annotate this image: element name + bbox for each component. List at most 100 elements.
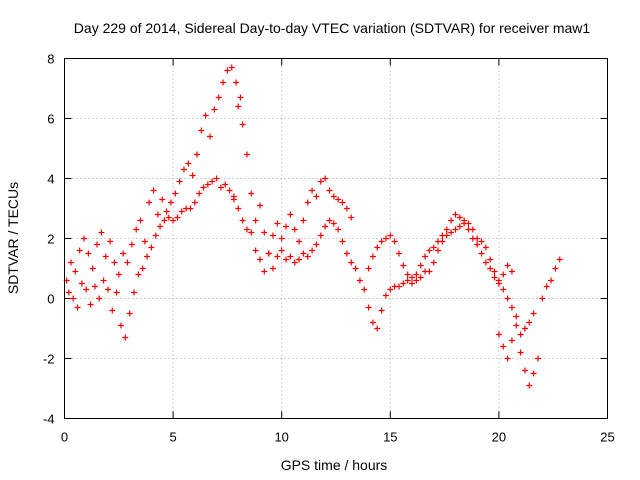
data-point [163, 208, 170, 215]
data-point [128, 241, 135, 248]
data-point [265, 250, 272, 257]
data-point [513, 313, 520, 320]
data-point [448, 217, 455, 224]
data-point [207, 133, 214, 140]
data-point [235, 205, 242, 212]
data-point [478, 238, 485, 245]
data-point [335, 226, 342, 233]
data-point [348, 214, 355, 221]
data-point [261, 229, 268, 236]
y-tick-label: 2 [47, 232, 54, 247]
data-point [180, 166, 187, 173]
data-point [504, 295, 511, 302]
data-point [111, 259, 118, 266]
data-point [270, 232, 277, 239]
y-tick-label: 0 [47, 292, 54, 307]
data-point [413, 277, 420, 284]
data-point [204, 181, 211, 188]
data-point [543, 283, 550, 290]
data-point [443, 226, 450, 233]
data-point [191, 199, 198, 206]
data-point [378, 307, 385, 314]
data-point [243, 151, 250, 158]
data-point [211, 106, 218, 113]
data-point [339, 199, 346, 206]
data-point [104, 286, 111, 293]
data-point [508, 337, 515, 344]
data-point [283, 256, 290, 263]
data-point [107, 238, 114, 245]
data-point [109, 307, 116, 314]
data-point [504, 355, 511, 362]
data-point [159, 196, 166, 203]
data-point [237, 94, 244, 101]
data-point [322, 223, 329, 230]
data-point [252, 217, 259, 224]
data-point [233, 79, 240, 86]
data-point [548, 277, 555, 284]
data-point [287, 253, 294, 260]
plot-area [63, 64, 563, 389]
data-point [94, 241, 101, 248]
y-tick-label: -4 [43, 412, 55, 427]
data-point [387, 232, 394, 239]
x-tick-label: 20 [492, 430, 506, 445]
data-point [235, 103, 242, 110]
data-point [369, 253, 376, 260]
data-point [81, 235, 88, 242]
data-point [283, 223, 290, 230]
data-point [122, 334, 129, 341]
y-tick-label: 8 [47, 52, 54, 67]
grid [64, 58, 608, 419]
data-point [491, 274, 498, 281]
data-point [478, 250, 485, 257]
series-track-e [326, 211, 537, 338]
data-point [141, 238, 148, 245]
y-tick-label: 4 [47, 172, 54, 187]
data-point [556, 256, 563, 263]
y-tick-label: -2 [43, 352, 55, 367]
data-point [91, 283, 98, 290]
data-point [220, 79, 227, 86]
data-point [382, 292, 389, 299]
y-tick-label: 6 [47, 112, 54, 127]
data-point [115, 271, 122, 278]
data-point [287, 211, 294, 218]
data-point [526, 382, 533, 389]
data-point [313, 193, 320, 200]
data-point [517, 349, 524, 356]
series-track-a [63, 64, 244, 284]
data-point [309, 187, 316, 194]
data-point [469, 226, 476, 233]
data-point [83, 286, 90, 293]
data-point [508, 304, 515, 311]
plot-frame [64, 58, 608, 419]
data-point [508, 268, 515, 275]
series-track-c [235, 103, 355, 272]
data-point [500, 286, 507, 293]
data-point [409, 280, 416, 287]
data-point [137, 217, 144, 224]
data-point [152, 232, 159, 239]
series-track-d [230, 193, 329, 275]
data-point [374, 244, 381, 251]
data-point [215, 94, 222, 101]
y-axis-label: SDTVAR / TECUs [5, 182, 21, 294]
data-point [500, 271, 507, 278]
data-point [400, 262, 407, 269]
data-point [448, 229, 455, 236]
data-point [313, 241, 320, 248]
data-point [144, 253, 151, 260]
data-point [124, 259, 131, 266]
data-point [417, 262, 424, 269]
data-point [430, 244, 437, 251]
data-point [539, 295, 546, 302]
x-tick-label: 5 [169, 430, 176, 445]
data-point [521, 325, 528, 332]
data-point [443, 232, 450, 239]
data-point [356, 277, 363, 284]
data-point [526, 319, 533, 326]
x-tick-label: 25 [600, 430, 614, 445]
data-point [248, 190, 255, 197]
